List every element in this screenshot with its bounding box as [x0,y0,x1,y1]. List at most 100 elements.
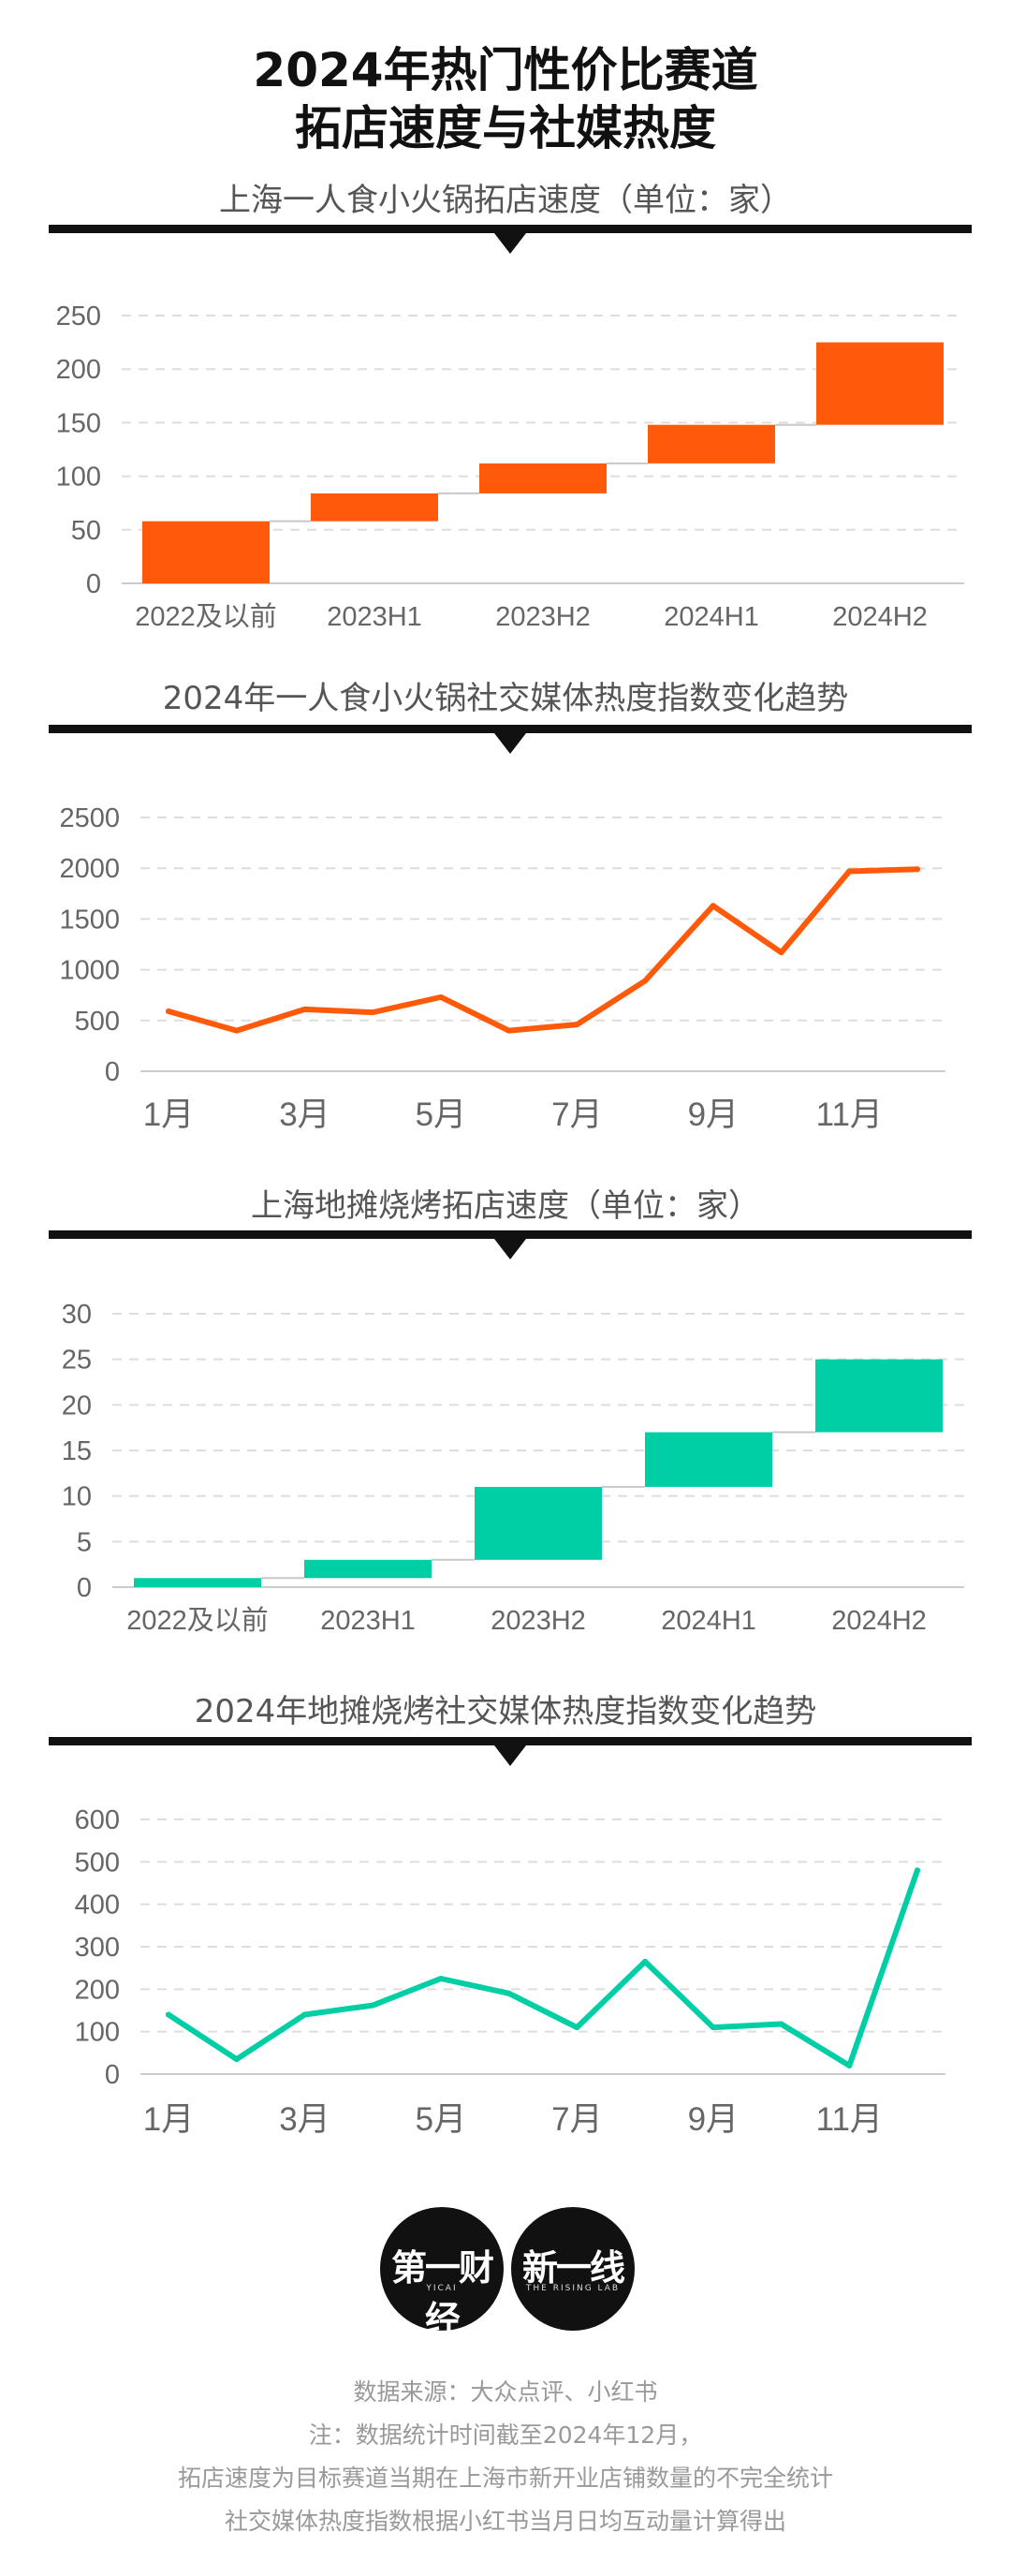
footer-note-store: 拓店速度为目标赛道当期在上海市新开业店铺数量的不完全统计 [177,2465,833,2492]
x-tick-label: 2024H1 [661,1606,756,1636]
chart1-divider [49,225,972,233]
y-tick-label: 25 [62,1346,92,1376]
y-tick-label: 200 [56,355,101,385]
x-tick-label: 2022及以前 [135,601,277,632]
x-tick-label: 3月 [279,1097,330,1133]
x-tick-label: 2024H2 [832,602,928,632]
y-tick-label: 600 [75,1805,120,1835]
main-title-line1: 2024年热门性价比赛道 [253,43,758,97]
data-point [574,1022,580,1028]
waterfall-bar [648,424,775,464]
chart1-waterfall: 0 50 100 150 200 250 2022及以前 2023H1 2023H2 2024H1… [56,302,964,632]
footer-source: 数据来源：大众点评、小红书 [353,2378,658,2406]
data-point [370,1009,376,1016]
x-tick-label: 1月 [143,1097,194,1133]
chart3-waterfall: 0 5 10 15 20 25 30 2022及以前 2023H1 2023H2 2024H1 202… [62,1300,964,1636]
data-point [166,1008,171,1015]
x-tick-label: 1月 [143,2101,194,2138]
chart1-pointer-icon [494,233,526,254]
y-tick-label: 15 [62,1436,92,1466]
x-tick-label: 2023H2 [491,1606,586,1636]
waterfall-bar [304,1559,432,1579]
chart1-title: 上海一人食小火锅拓店速度（单位：家） [219,182,792,219]
x-tick-label: 2023H2 [495,602,591,632]
y-tick-label: 0 [86,569,101,599]
x-tick-label: 5月 [416,2101,466,2138]
y-tick-label: 30 [62,1300,92,1330]
y-tick-label: 400 [75,1891,120,1921]
x-tick-label: 9月 [688,1097,739,1133]
waterfall-bar [311,493,438,522]
data-point [710,903,716,909]
main-title-line2: 拓店速度与社媒热度 [295,101,716,155]
y-tick-label: 10 [62,1482,92,1512]
yicai-logo: 第一财经 YICAI [380,2207,504,2340]
x-tick-label: 2023H1 [320,1606,416,1636]
data-point [437,994,444,1000]
x-tick-label: 2023H1 [327,602,422,632]
data-point [506,1990,512,1996]
x-tick-label: 7月 [551,2101,602,2138]
data-point [710,2024,716,2031]
y-tick-label: 20 [62,1391,92,1420]
x-tick-label: 2024H2 [831,1606,927,1636]
waterfall-bar [142,521,270,583]
data-point [846,868,853,875]
data-point [437,1976,444,1981]
chart2-title: 2024年一人食小火锅社交媒体热度指数变化趋势 [162,680,849,717]
y-tick-label: 0 [105,1057,120,1087]
data-point [915,1867,920,1874]
y-tick-label: 150 [56,408,101,438]
data-point [574,2024,580,2031]
chart2-pointer-icon [494,733,526,754]
y-tick-label: 1000 [59,956,120,986]
x-tick-label: 5月 [416,1097,466,1133]
data-point [370,2002,376,2009]
x-tick-label: 7月 [551,1097,602,1133]
data-point [642,978,649,984]
waterfall-bar [479,463,607,493]
waterfall-bar [815,1359,943,1433]
x-tick-label: 3月 [279,2101,330,2138]
chart3-divider [49,1230,972,1239]
yicai-logo-sub: YICAI [426,2284,458,2293]
y-tick-label: 100 [56,463,101,493]
yicai-logo-text: 第一财经 [390,2247,494,2340]
waterfall-bar [816,342,944,425]
chart3-pointer-icon [494,1239,526,1259]
data-point [301,2011,308,2018]
y-tick-label: 50 [71,516,101,546]
rising-lab-logo: 新一线 THE RISING LAB [511,2207,635,2331]
data-point [233,1027,240,1034]
chart4-title: 2024年地摊烧烤社交媒体热度指数变化趋势 [194,1693,817,1730]
data-point [233,2056,240,2063]
y-tick-label: 1500 [59,905,120,935]
x-tick-label: 2022及以前 [126,1605,269,1636]
y-tick-label: 200 [75,1975,120,2005]
x-tick-label: 11月 [816,1097,883,1133]
logo-row: 第一财经 YICAI 新一线 THE RISING LAB [0,2207,1011,2340]
y-tick-label: 300 [75,1933,120,1963]
data-point [846,2062,853,2068]
rising-lab-logo-sub: THE RISING LAB [525,2284,621,2293]
y-tick-label: 0 [105,2060,120,2090]
chart4-divider [49,1737,972,1745]
data-point [166,2011,171,2018]
footer-notes: 数据来源：大众点评、小红书 注：数据统计时间截至2024年12月， 拓店速度为目… [0,2371,1011,2543]
data-point [642,1958,649,1965]
y-tick-label: 100 [75,2018,120,2048]
y-tick-label: 250 [56,302,101,331]
series-line [166,866,920,1034]
footer-note-index: 社交媒体热度指数根据小红书当月日均互动量计算得出 [224,2508,786,2535]
waterfall-bar [134,1578,261,1587]
chart3-title: 上海地摊烧烤拓店速度（单位：家） [251,1187,760,1225]
data-point [778,2021,784,2027]
chart2-divider [49,725,972,733]
data-point [301,1006,308,1012]
y-tick-label: 500 [75,1007,120,1037]
x-tick-label: 2024H1 [664,602,759,632]
x-tick-label: 9月 [688,2101,739,2138]
x-tick-label: 11月 [816,2101,883,2138]
data-point [506,1027,512,1034]
data-point [778,949,784,956]
